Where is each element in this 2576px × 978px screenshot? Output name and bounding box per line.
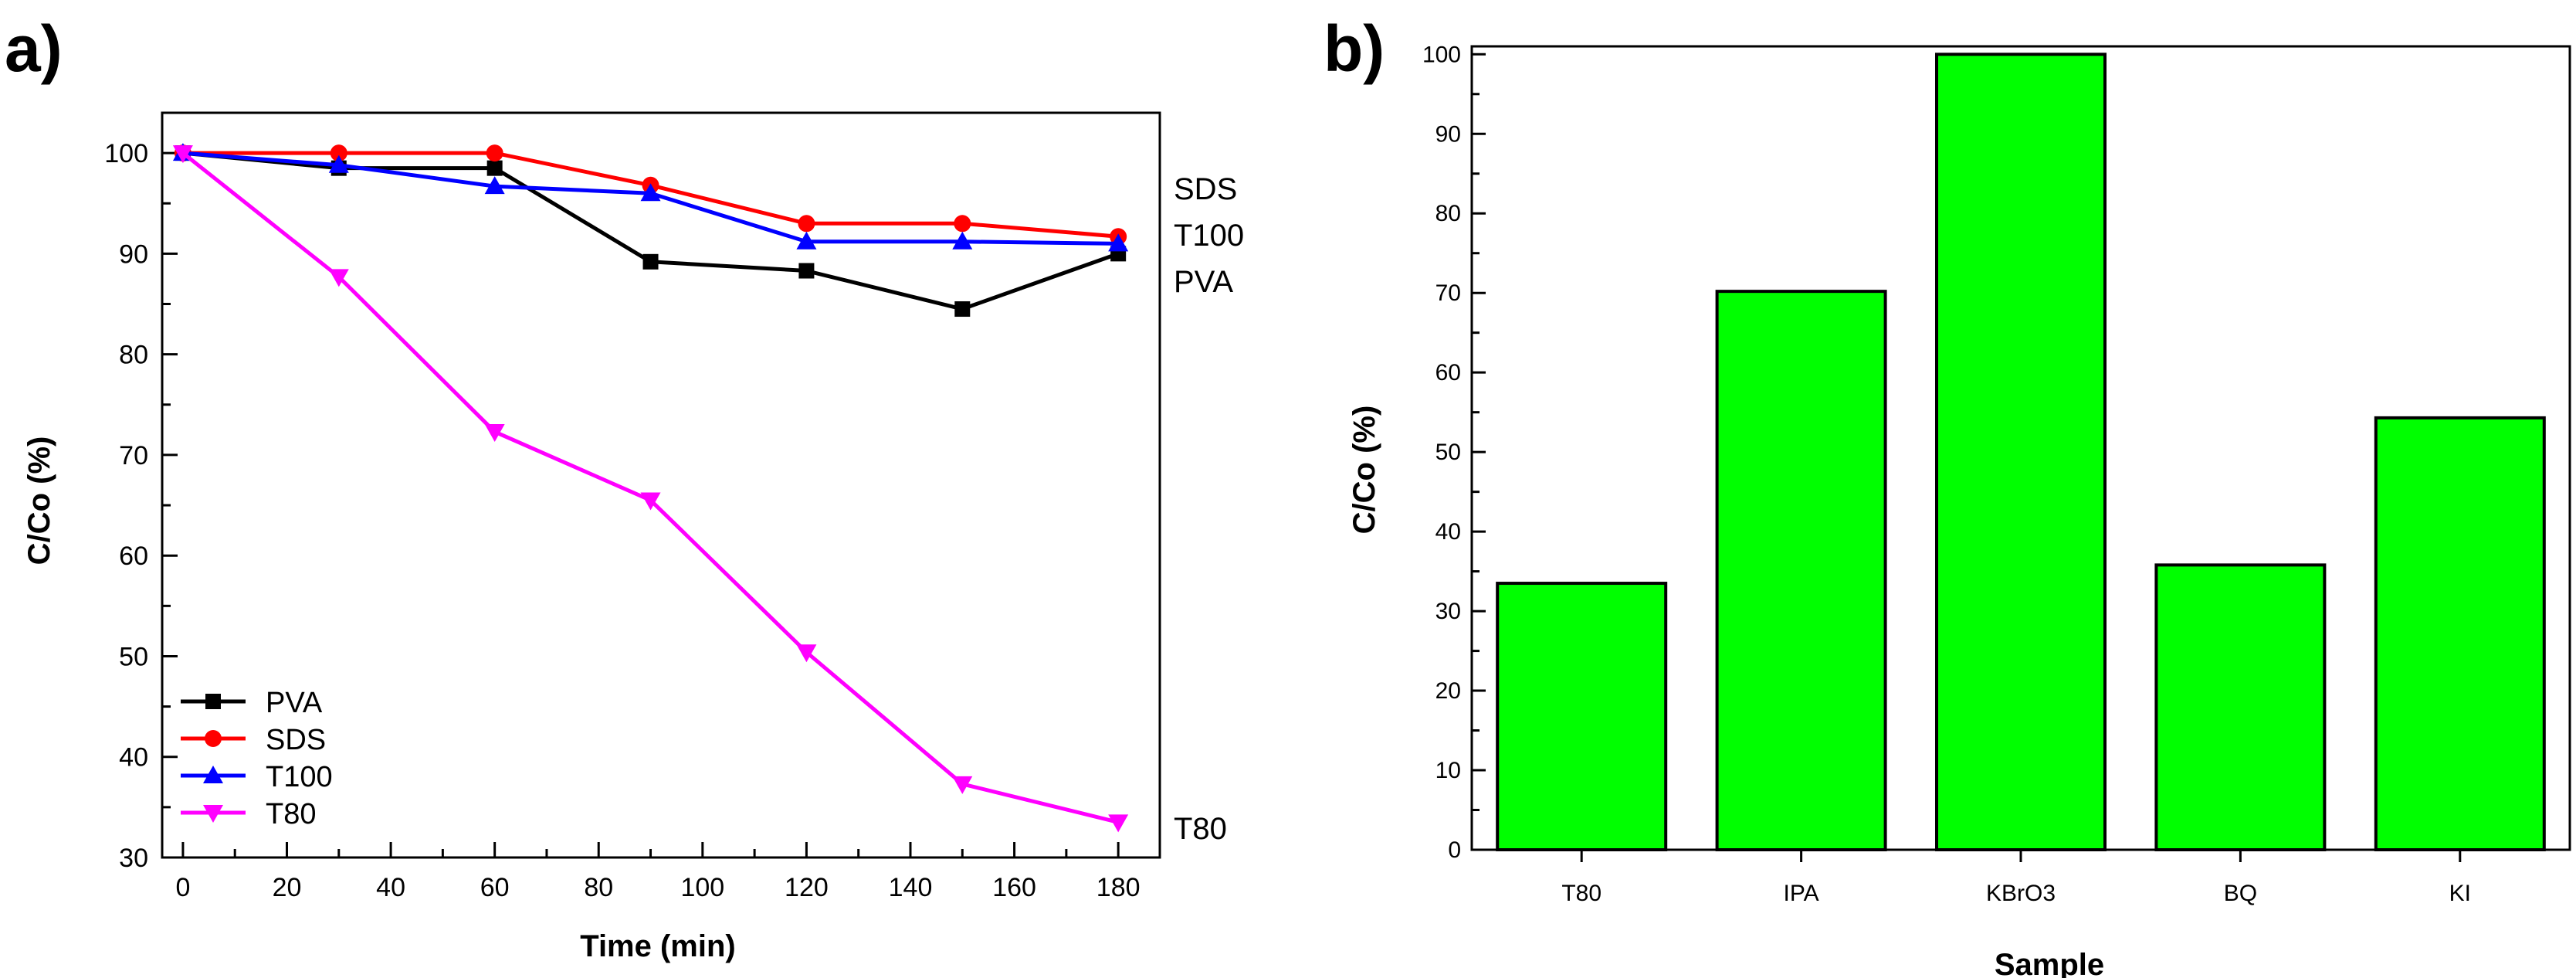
panel-b-x-tick-label: KBrO3 [1986, 881, 2056, 906]
end-label-pva: PVA [1174, 265, 1233, 299]
panel-b-x-ticks: T80 IPA KBrO3 BQ KI [1561, 850, 2471, 906]
panel-b-y-tick-label: 10 [1435, 758, 1461, 783]
panel-b-x-tick-label: T80 [1561, 881, 1602, 906]
panel-b-y-tick-label: 20 [1435, 678, 1461, 704]
legend-label-pva: PVA [266, 687, 323, 719]
series-t100-point [796, 231, 817, 250]
panel-a-x-tick-label: 60 [480, 873, 510, 902]
panel-b-letter: b) [1324, 12, 1385, 85]
legend-label-t100: T100 [266, 761, 333, 793]
panel-b-y-axis-label: C/Co (%) [1347, 406, 1381, 535]
series-t80-point [1108, 814, 1129, 833]
panel-b-y-tick-label: 40 [1435, 519, 1461, 545]
panel-a-x-tick-label: 160 [992, 873, 1036, 902]
legend-label-t80: T80 [266, 798, 316, 830]
bar-t80 [1496, 582, 1668, 851]
series-t100 [172, 143, 1129, 252]
series-t80-point [640, 492, 661, 511]
panel-a-x-tick-label: 100 [680, 873, 724, 902]
panel-b-x-axis-label: Sample [1995, 948, 2104, 978]
panel-b-x-tick-label: IPA [1784, 881, 1819, 906]
legend-marker-t100 [203, 766, 223, 783]
bar-bq [2154, 563, 2327, 851]
panel-b-y-tick-label: 90 [1435, 121, 1461, 147]
series-pva-point [954, 301, 971, 318]
panel-a-x-tick-label: 80 [584, 873, 613, 902]
series-t100-point [952, 231, 973, 250]
series-pva-line [182, 151, 1120, 311]
legend-marker-t80 [203, 805, 223, 823]
series-sds-point [330, 144, 347, 162]
panel-a-x-tick-label: 180 [1096, 873, 1141, 902]
end-label-t80: T80 [1174, 812, 1227, 846]
panel-a-line-chart: a) C/Co (%) Time (min) 30 40 50 60 70 80 90 100… [5, 12, 1244, 963]
legend-label-sds: SDS [266, 724, 326, 756]
series-pva [175, 145, 1127, 318]
panel-a-plot-frame [161, 111, 1161, 859]
panel-a-x-tick-label: 20 [273, 873, 302, 902]
panel-a-end-labels: PVA SDS T100 T80 [1174, 172, 1244, 846]
series-t100-point [484, 176, 505, 195]
series-t100-point [1108, 233, 1129, 252]
bar-ipa [1715, 290, 1887, 852]
panel-b-x-tick-label: BQ [2224, 881, 2257, 906]
panel-b-y-tick-label: 30 [1435, 599, 1461, 624]
bar-ki [2374, 416, 2546, 851]
panel-a-x-tick-label: 40 [376, 873, 405, 902]
panel-b-y-tick-label: 60 [1435, 360, 1461, 385]
panel-b-y-ticks: 0 10 20 30 40 50 60 70 80 90 100 [1422, 42, 1486, 863]
panel-a-y-tick-label: 40 [119, 743, 148, 773]
panel-b-x-tick-label: KI [2449, 881, 2471, 906]
series-sds-point [486, 144, 503, 162]
end-label-t100: T100 [1174, 219, 1244, 253]
series-t80-point [328, 269, 349, 287]
series-t100-point [640, 183, 661, 202]
series-t100-point [328, 155, 349, 173]
bar-kbro3 [1935, 53, 2107, 852]
panel-a-x-ticks: 0 20 40 60 80 100 120 140 160 180 [175, 842, 1141, 902]
series-t80-point [484, 423, 505, 442]
panel-a-y-tick-label: 50 [119, 642, 148, 671]
panel-b-y-tick-label: 70 [1435, 280, 1461, 306]
panel-b-bars [1496, 53, 2546, 852]
series-sds-point [954, 215, 971, 233]
panel-a-y-tick-label: 70 [119, 441, 148, 470]
panel-b-plot-frame [1470, 45, 2571, 851]
panel-b-y-tick-label: 100 [1422, 42, 1461, 67]
panel-a-y-tick-label: 100 [104, 139, 148, 168]
panel-a-y-tick-label: 60 [119, 542, 148, 571]
end-label-sds: SDS [1174, 172, 1237, 206]
panel-a-y-ticks: 30 40 50 60 70 80 90 100 [104, 139, 178, 873]
panel-a-x-tick-label: 0 [175, 873, 190, 902]
series-pva-point [486, 160, 503, 176]
legend-marker-sds [205, 730, 222, 747]
panel-a-legend: PVA SDS T100 T80 [181, 687, 333, 830]
panel-b-y-tick-label: 50 [1435, 440, 1461, 465]
panel-a-letter: a) [5, 12, 63, 85]
panel-a-y-axis-label: C/Co (%) [22, 436, 56, 565]
panel-a-series [172, 143, 1129, 833]
legend-marker-pva [205, 694, 221, 709]
series-sds-point [798, 215, 815, 233]
panel-a-y-tick-label: 30 [119, 844, 148, 873]
series-t80-point [172, 145, 193, 164]
panel-a-y-tick-label: 80 [119, 341, 148, 370]
panel-b-y-tick-label: 0 [1448, 837, 1461, 863]
series-t80-point [796, 644, 817, 663]
series-pva-point [798, 263, 815, 279]
series-pva-point [642, 253, 659, 270]
panel-a-y-tick-label: 90 [119, 239, 148, 269]
series-t80 [172, 145, 1129, 833]
series-t80-line [181, 151, 1119, 824]
panel-a-x-tick-label: 140 [889, 873, 933, 902]
panel-a-x-axis-label: Time (min) [580, 929, 736, 963]
panel-b-y-tick-label: 80 [1435, 201, 1461, 226]
panel-b-bar-chart: b) C/Co (%) Sample 0 10 20 30 40 50 60 70 80 90 10… [1324, 12, 2571, 978]
series-t80-point [952, 776, 973, 794]
panel-a-x-tick-label: 120 [785, 873, 829, 902]
